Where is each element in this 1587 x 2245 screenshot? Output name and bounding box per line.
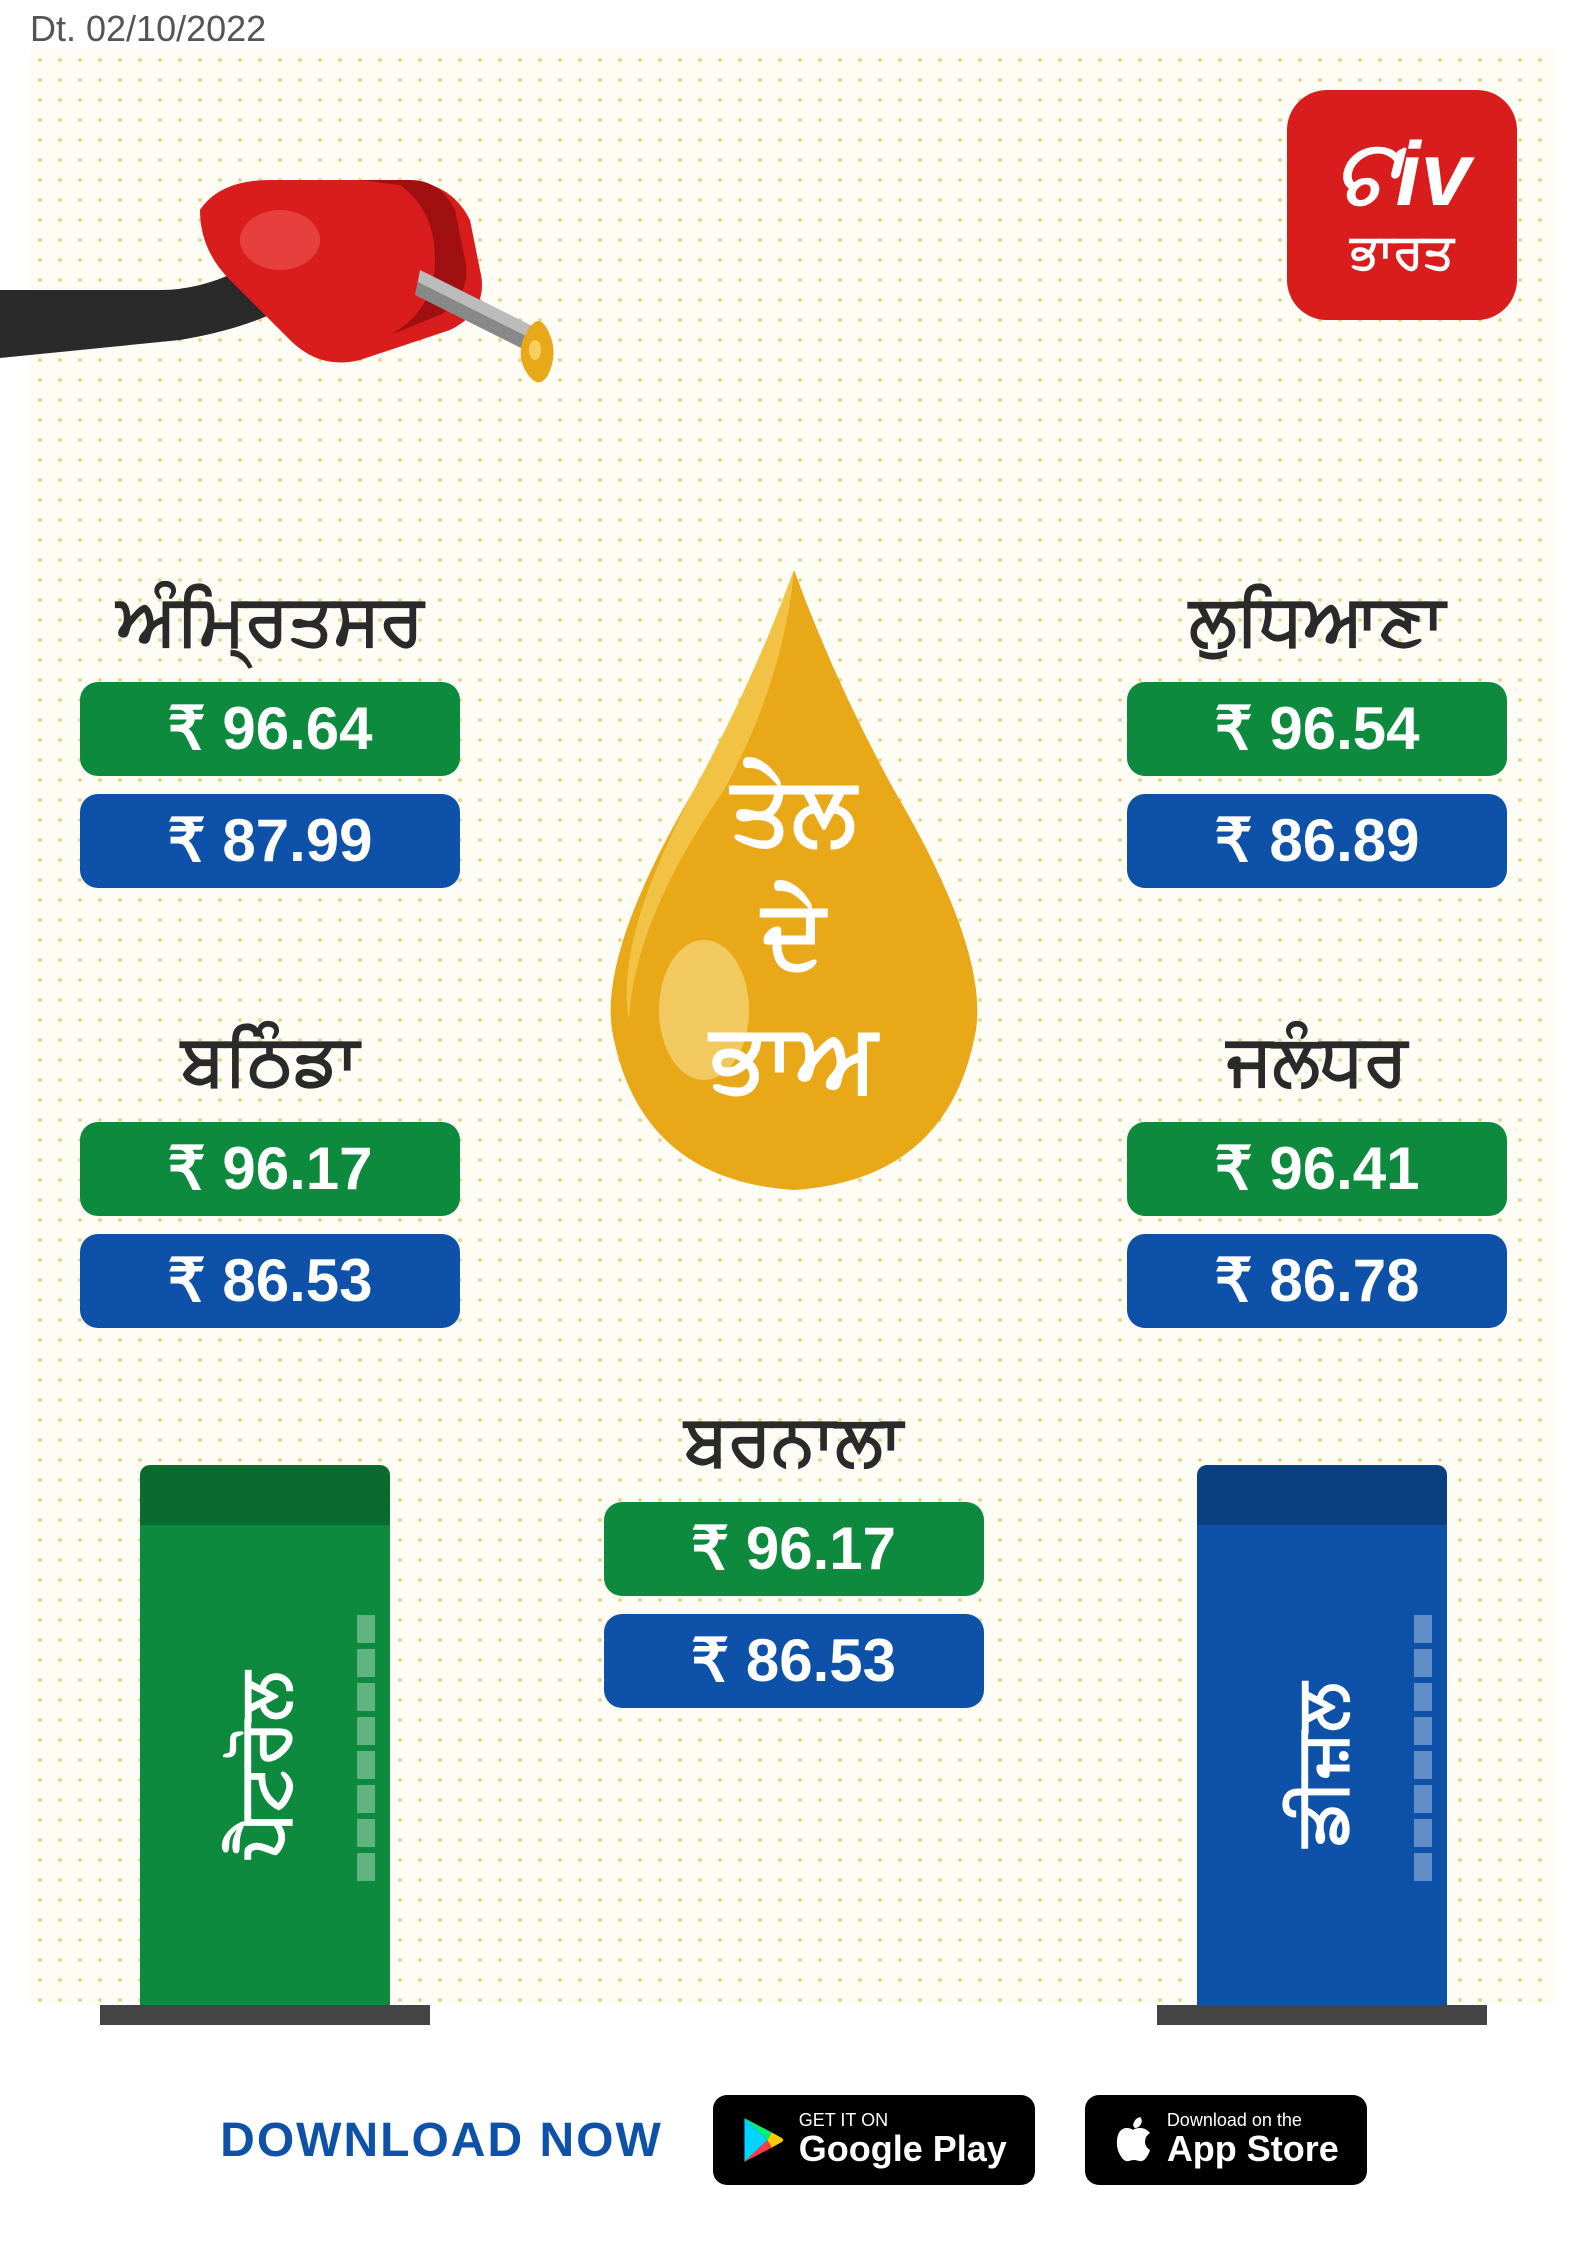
- date-label: Dt. 02/10/2022: [30, 8, 266, 50]
- google-play-icon: [741, 2116, 785, 2164]
- oil-drop-illustration: ਤੇਲ ਦੇ ਭਾਅ: [554, 560, 1034, 1210]
- petrol-price: ₹ 96.41: [1127, 1122, 1507, 1216]
- petrol-price: ₹ 96.64: [80, 682, 460, 776]
- appstore-big: App Store: [1167, 2129, 1339, 2169]
- pump-body: ਪੈਟਰੋਲ: [140, 1525, 390, 2005]
- footer: DOWNLOAD NOW GET IT ON Google Play Downl…: [0, 2095, 1587, 2185]
- petrol-price: ₹ 96.54: [1127, 682, 1507, 776]
- city-name: ਅੰਮ੍ਰਿਤਸਰ: [80, 580, 460, 662]
- diesel-price: ₹ 86.53: [604, 1614, 984, 1708]
- diesel-price: ₹ 86.53: [80, 1234, 460, 1328]
- city-block-amritsar: ਅੰਮ੍ਰਿਤਸਰ ₹ 96.64 ₹ 87.99: [80, 580, 460, 906]
- drop-line3: ਭਾਅ: [710, 997, 877, 1121]
- drop-line2: ਦੇ: [710, 873, 877, 997]
- city-block-bathinda: ਬਠਿੰਡਾ ₹ 96.17 ₹ 86.53: [80, 1020, 460, 1346]
- fuel-nozzle-illustration: [0, 110, 600, 510]
- pump-body: ਡੀਜ਼ਲ: [1197, 1525, 1447, 2005]
- pump-base: [1157, 2005, 1487, 2025]
- logo-sub-text: ਭਾਰਤ: [1350, 225, 1454, 281]
- pump-top: [140, 1465, 390, 1525]
- diesel-price: ₹ 86.89: [1127, 794, 1507, 888]
- appstore-small: Download on the: [1167, 2111, 1339, 2129]
- petrol-price: ₹ 96.17: [604, 1502, 984, 1596]
- etv-bharat-logo: ଟiv ਭਾਰਤ: [1287, 90, 1517, 320]
- logo-main-text: ଟiv: [1333, 130, 1470, 220]
- petrol-pump-illustration: ਪੈਟਰੋਲ: [100, 1465, 430, 2005]
- city-name: ਜਲੰਧਰ: [1127, 1020, 1507, 1102]
- pump-base: [100, 2005, 430, 2025]
- pump-label: ਪੈਟਰੋਲ: [223, 1672, 307, 1858]
- apple-icon: [1113, 2116, 1153, 2164]
- download-now-text: DOWNLOAD NOW: [220, 2113, 663, 2168]
- city-block-ludhiana: ਲੁਧਿਆਣਾ ₹ 96.54 ₹ 86.89: [1127, 580, 1507, 906]
- diesel-price: ₹ 86.78: [1127, 1234, 1507, 1328]
- gplay-small: GET IT ON: [799, 2111, 1007, 2129]
- city-name: ਬਰਨਾਲਾ: [604, 1400, 984, 1482]
- app-store-badge[interactable]: Download on the App Store: [1085, 2095, 1367, 2185]
- city-name: ਬਠਿੰਡਾ: [80, 1020, 460, 1102]
- google-play-badge[interactable]: GET IT ON Google Play: [713, 2095, 1035, 2185]
- pump-top: [1197, 1465, 1447, 1525]
- diesel-price: ₹ 87.99: [80, 794, 460, 888]
- drop-title: ਤੇਲ ਦੇ ਭਾਅ: [710, 750, 877, 1121]
- petrol-price: ₹ 96.17: [80, 1122, 460, 1216]
- gplay-big: Google Play: [799, 2129, 1007, 2169]
- city-name: ਲੁਧਿਆਣਾ: [1127, 580, 1507, 662]
- pump-label: ਡੀਜ਼ਲ: [1280, 1683, 1364, 1847]
- city-block-jalandhar: ਜਲੰਧਰ ₹ 96.41 ₹ 86.78: [1127, 1020, 1507, 1346]
- city-block-barnala: ਬਰਨਾਲਾ ₹ 96.17 ₹ 86.53: [604, 1400, 984, 1726]
- drop-line1: ਤੇਲ: [710, 750, 877, 874]
- diesel-pump-illustration: ਡੀਜ਼ਲ: [1157, 1465, 1487, 2005]
- pump-stripes: [1414, 1525, 1432, 2005]
- pump-stripes: [357, 1525, 375, 2005]
